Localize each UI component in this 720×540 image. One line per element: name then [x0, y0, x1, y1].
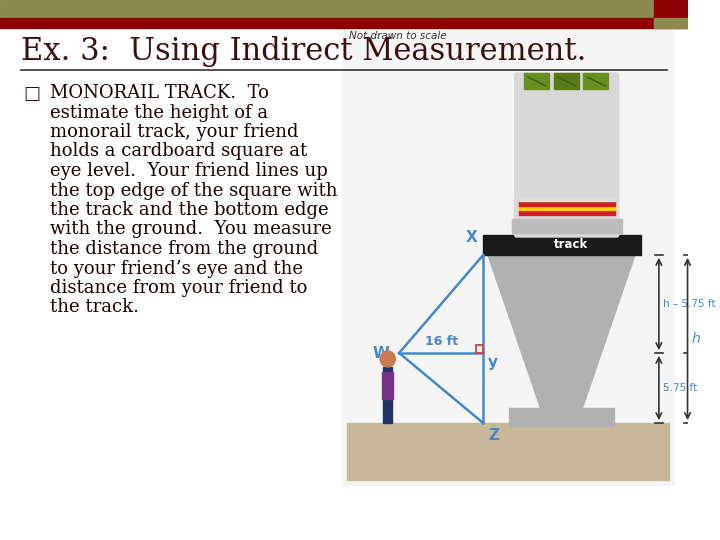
Bar — [518, 198, 615, 201]
Text: 5.75 ft: 5.75 ft — [662, 383, 697, 393]
Bar — [346, 423, 670, 480]
Bar — [512, 219, 621, 233]
Text: holds a cardboard square at: holds a cardboard square at — [50, 143, 307, 160]
Text: Not drawn to scale: Not drawn to scale — [349, 31, 447, 41]
Bar — [342, 25, 674, 485]
Text: W: W — [373, 346, 390, 361]
Polygon shape — [488, 255, 635, 408]
Text: to your friend’s eye and the: to your friend’s eye and the — [50, 260, 302, 278]
Bar — [509, 408, 614, 426]
Bar — [583, 73, 608, 89]
Text: □: □ — [23, 85, 40, 103]
Bar — [0, 18, 688, 28]
Bar — [518, 210, 615, 215]
Text: the track and the bottom edge: the track and the bottom edge — [50, 201, 328, 219]
Bar — [0, 0, 654, 18]
Bar — [382, 372, 393, 399]
Text: h: h — [691, 332, 700, 346]
Bar — [554, 73, 579, 89]
Text: Z: Z — [488, 428, 499, 443]
Text: eye level.  Your friend lines up: eye level. Your friend lines up — [50, 162, 328, 180]
Text: 16 ft: 16 ft — [425, 335, 458, 348]
Text: the distance from the ground: the distance from the ground — [50, 240, 318, 258]
Bar — [475, 345, 483, 353]
Text: with the ground.  You measure: with the ground. You measure — [50, 220, 331, 239]
Text: track: track — [554, 239, 588, 252]
Text: h – 5.75 ft: h – 5.75 ft — [662, 299, 716, 309]
Text: Ex. 3:  Using Indirect Measurement.: Ex. 3: Using Indirect Measurement. — [21, 36, 586, 67]
Text: monorail track, your friend: monorail track, your friend — [50, 123, 298, 141]
Text: estimate the height of a: estimate the height of a — [50, 104, 268, 122]
Circle shape — [380, 351, 395, 367]
Bar — [518, 201, 615, 206]
Bar — [654, 18, 688, 28]
FancyBboxPatch shape — [515, 73, 618, 237]
Bar — [483, 235, 641, 255]
Bar — [518, 206, 615, 210]
Text: the track.: the track. — [50, 299, 139, 316]
Bar — [524, 73, 549, 89]
Bar — [654, 0, 688, 18]
Text: distance from your friend to: distance from your friend to — [50, 279, 307, 297]
Bar — [383, 367, 392, 423]
Text: the top edge of the square with: the top edge of the square with — [50, 181, 337, 199]
Text: X: X — [466, 230, 477, 245]
Text: y: y — [488, 355, 498, 370]
Text: MONORAIL TRACK.  To: MONORAIL TRACK. To — [50, 84, 269, 102]
